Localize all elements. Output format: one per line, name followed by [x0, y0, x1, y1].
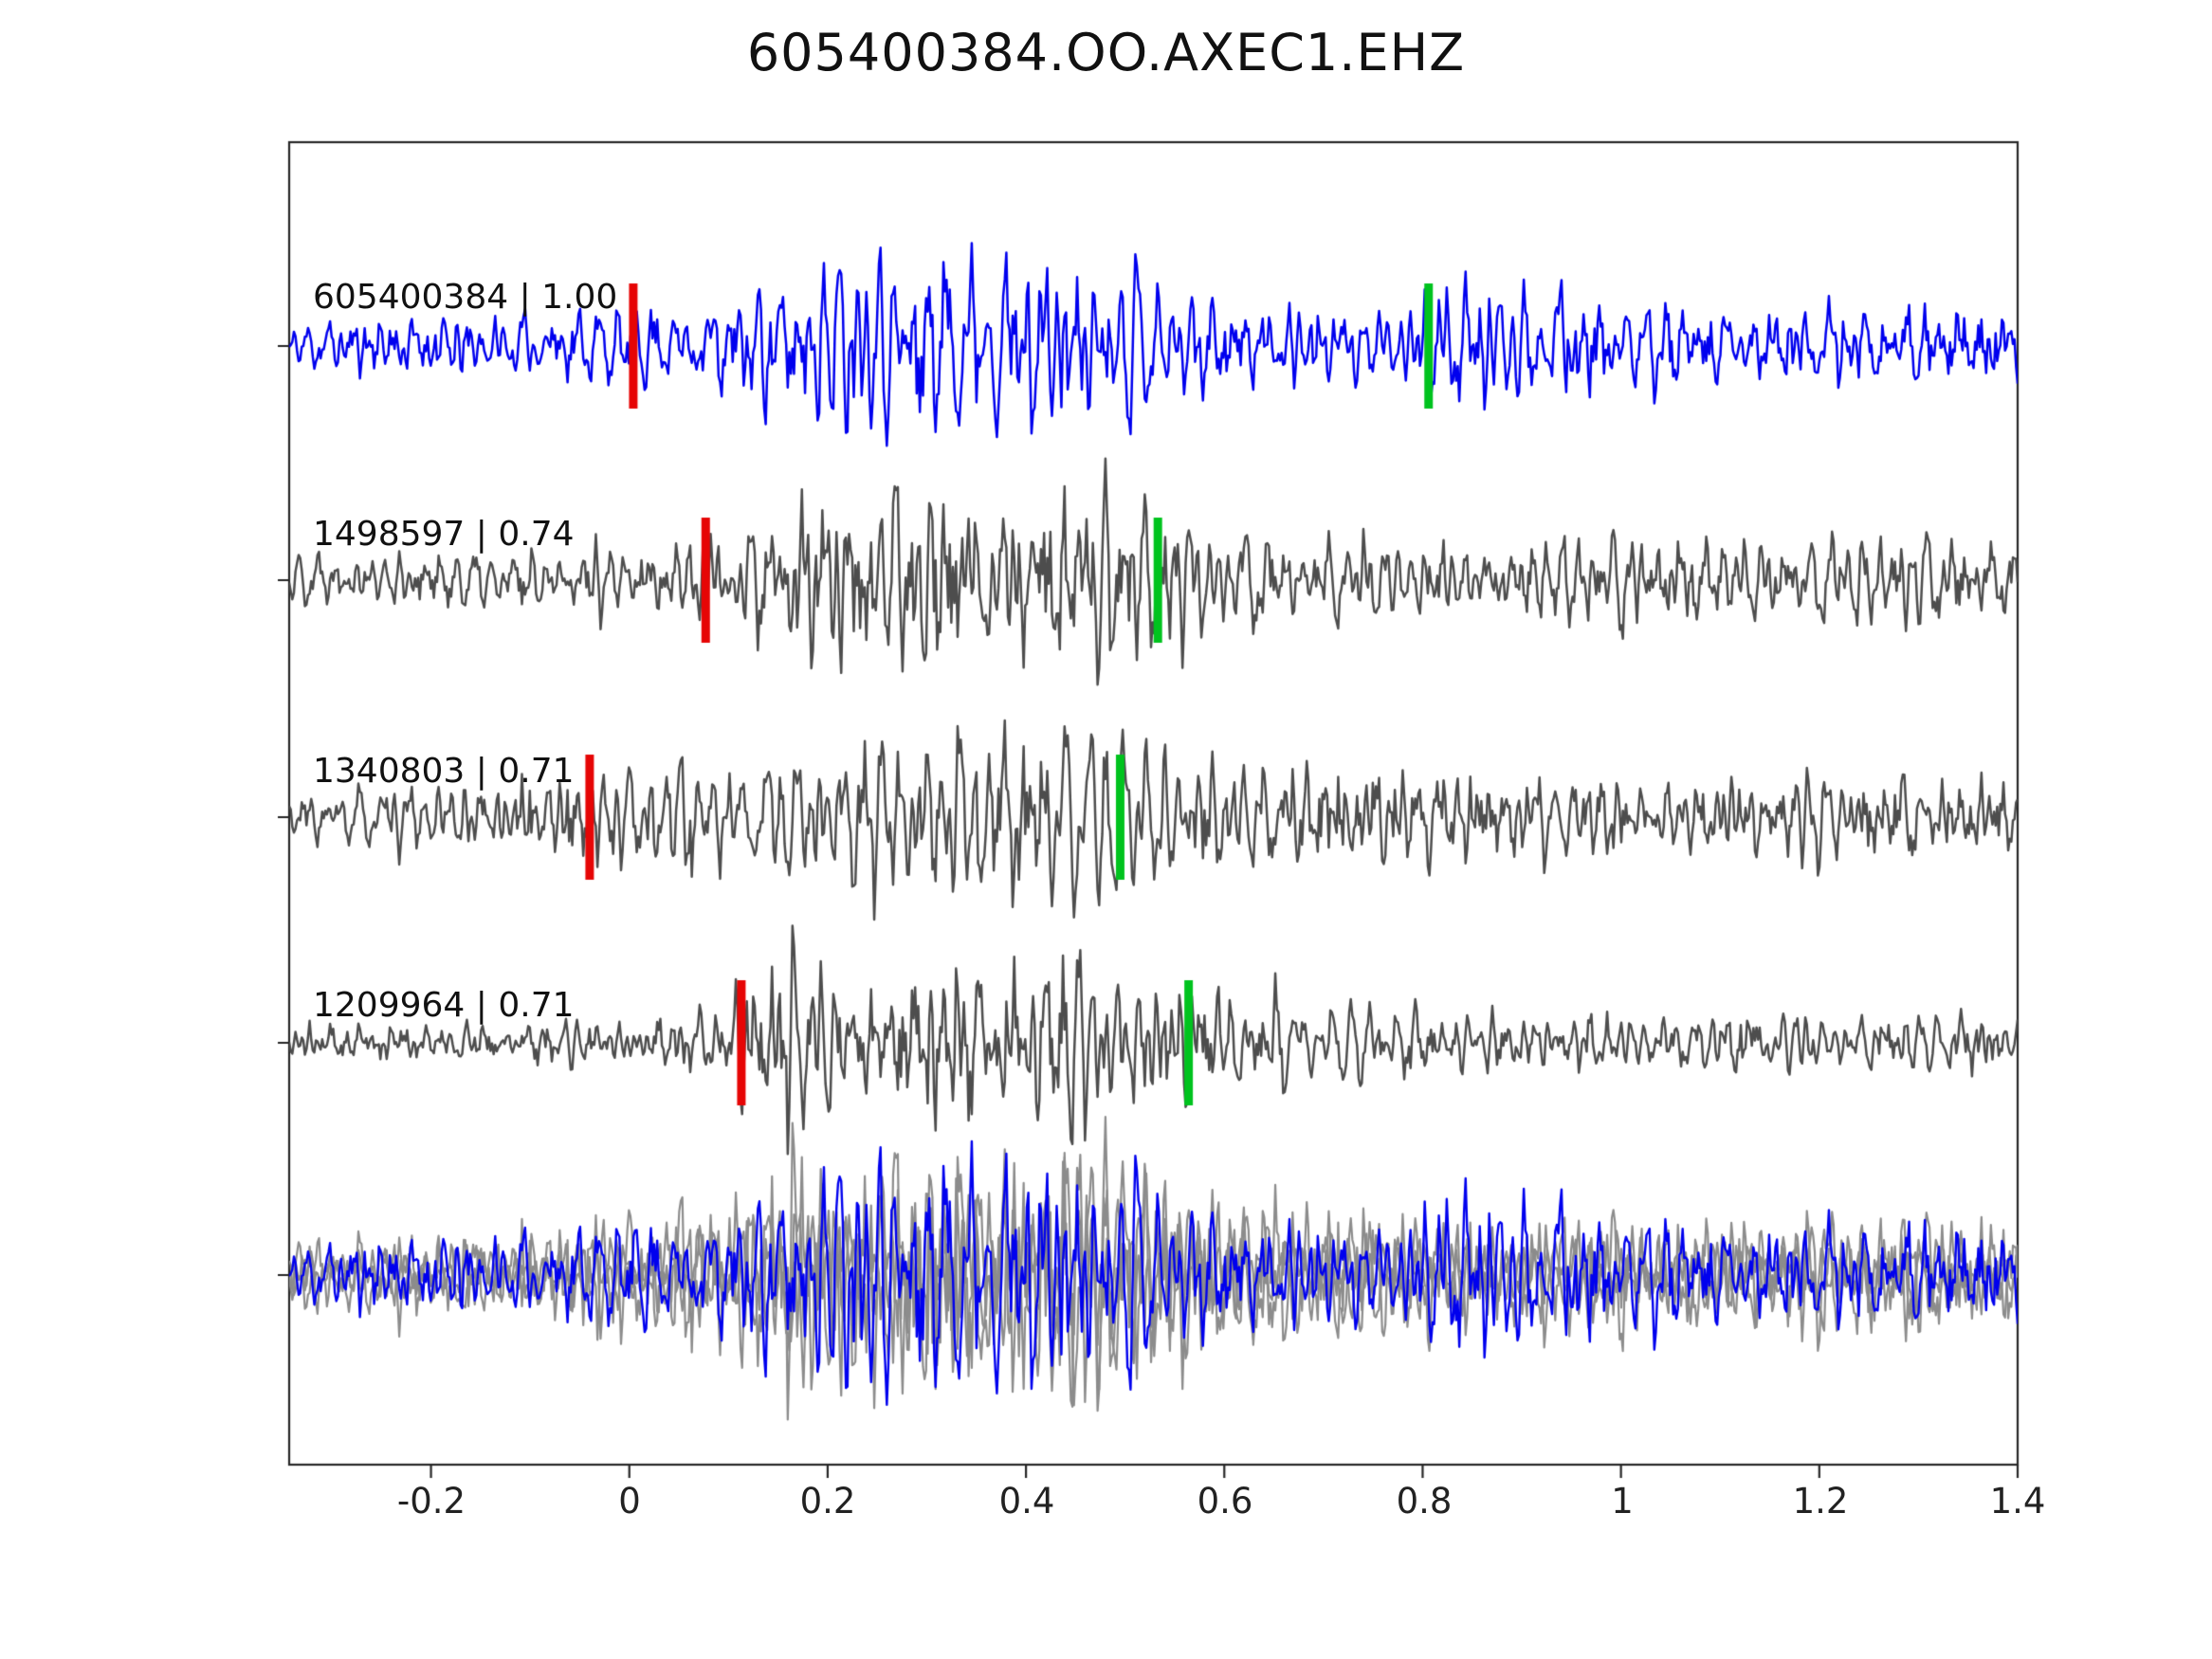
x-tick-label: 0.8 [1396, 1481, 1453, 1522]
trace-label-detection-2: 1340803 | 0.71 [313, 752, 575, 791]
x-tick-label: 0.6 [1197, 1481, 1253, 1522]
x-tick-label: 1 [1611, 1481, 1634, 1522]
x-tick-label: 0.4 [998, 1481, 1055, 1522]
x-tick-label: 0.2 [799, 1481, 856, 1522]
trace-label-detection-3: 1209964 | 0.71 [313, 986, 575, 1025]
trace-label-template: 605400384 | 1.00 [313, 278, 618, 317]
chart-title: 605400384.OO.AXEC1.EHZ [746, 23, 1466, 82]
x-tick-label: -0.2 [396, 1481, 466, 1522]
trace-label-detection-1: 1498597 | 0.74 [313, 515, 575, 554]
x-tick-label: 1.2 [1792, 1481, 1849, 1522]
x-tick-label: 0 [618, 1481, 641, 1522]
x-tick-label: 1.4 [1989, 1481, 2046, 1522]
